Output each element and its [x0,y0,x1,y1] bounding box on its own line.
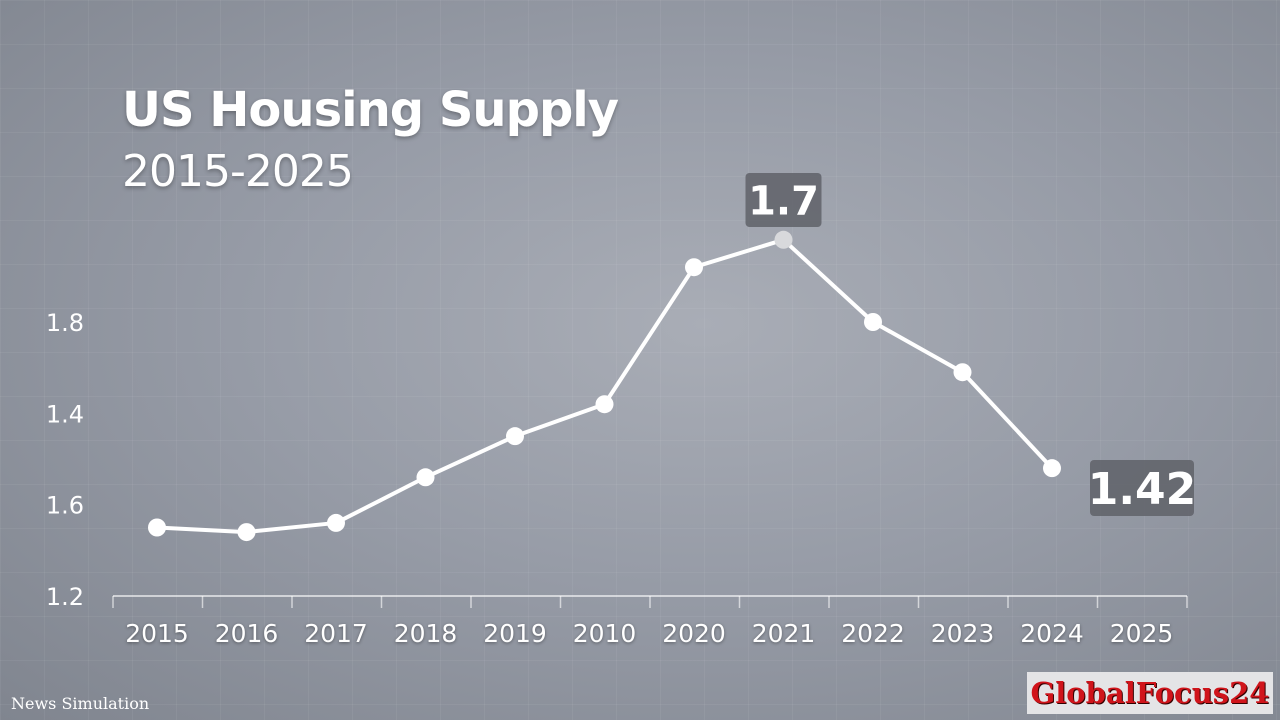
data-point [774,230,793,249]
data-point [685,258,703,277]
data-point [237,523,256,542]
x-tick-label: 2020 [662,619,726,648]
x-tick-label: 2017 [304,619,368,648]
source-label: News Simulation [11,694,150,713]
y-tick-label: 1.4 [46,400,84,428]
annotation-box [1090,460,1194,516]
data-point [1043,459,1061,478]
chart-subtitle: 2015-2025 [122,146,354,197]
x-tick-label: 2016 [215,619,279,648]
data-point [595,395,614,414]
x-tick-label: 2025 [1110,619,1174,648]
annotation-box [745,173,822,227]
x-tick-label: 2023 [931,619,995,648]
data-point [864,313,882,331]
x-tick-label: 2019 [483,619,547,648]
annotation-label: 1.42 [1088,464,1197,515]
annotation-label: 1.7 [748,178,819,224]
data-point [506,427,524,446]
y-tick-label: 1.8 [46,309,84,337]
data-point [416,468,435,487]
series-line [156,237,1054,535]
x-tick-label: 2015 [125,619,189,648]
y-tick-label: 1.2 [46,583,84,611]
x-tick-label: 2010 [573,619,637,648]
data-point [148,518,166,537]
data-point [327,513,345,532]
data-point [953,363,972,382]
y-tick-label: 1.6 [46,492,84,520]
chart-title: US Housing Supply [122,82,619,138]
brand-logo: GlobalFocus24 [1027,672,1273,714]
x-tick-label: 2024 [1020,619,1084,648]
x-tick-label: 2018 [394,619,458,648]
x-tick-label: 2022 [841,619,905,648]
x-tick-label: 2021 [752,619,816,648]
